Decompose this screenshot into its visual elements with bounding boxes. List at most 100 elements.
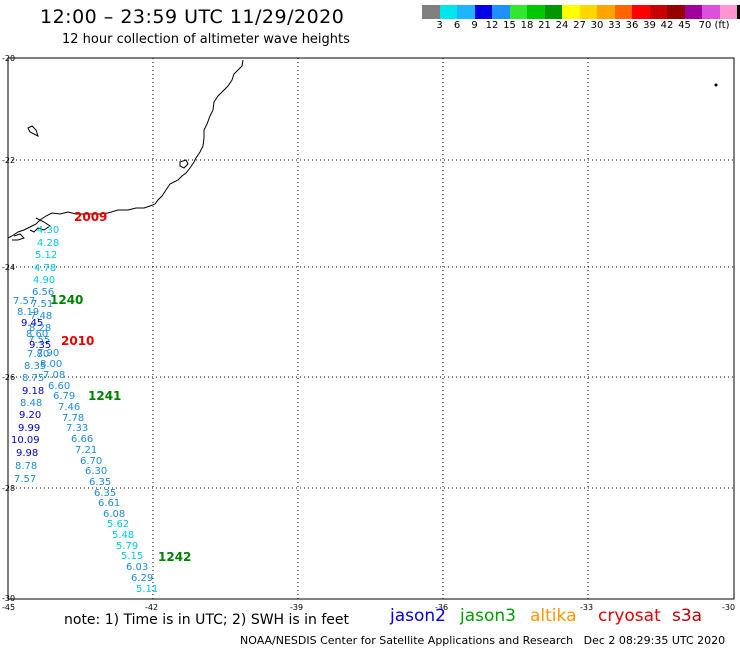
wave-height-label: 7.46 <box>58 402 80 413</box>
legend-swatch <box>422 5 440 19</box>
wave-height-label: 9.35 <box>29 340 51 351</box>
lat-tick-label: -24 <box>2 263 15 272</box>
wave-height-label: 6.79 <box>53 391 75 402</box>
legend-swatch <box>562 5 580 19</box>
wave-height-label: 7.57 <box>14 474 36 485</box>
credit-text: NOAA/NESDIS Center for Satellite Applica… <box>240 634 574 647</box>
wave-height-label: 4.78 <box>34 263 56 274</box>
legend-label: 30 <box>590 20 604 31</box>
legend-swatch <box>474 5 492 19</box>
wave-height-label: 4.28 <box>37 238 59 249</box>
island-outline <box>179 159 189 169</box>
wave-height-label: 7.21 <box>75 445 97 456</box>
wave-height-label: 6.56 <box>32 287 54 298</box>
pass-label: 1242 <box>158 550 191 564</box>
wave-height-label: 9.20 <box>19 410 41 421</box>
pass-label: 2009 <box>74 210 107 224</box>
satellite-jason2: jason2 <box>390 606 446 626</box>
credit-line: NOAA/NESDIS Center for Satellite Applica… <box>240 634 725 647</box>
legend-swatch <box>509 5 527 19</box>
legend-label: 6 <box>453 20 461 31</box>
legend-label: 42 <box>660 20 674 31</box>
wave-height-label: 7.33 <box>66 423 88 434</box>
wave-height-label: 7.78 <box>62 413 84 424</box>
grid <box>8 58 734 599</box>
wave-height-label: 5.79 <box>116 541 138 552</box>
wave-height-label: 6.03 <box>126 562 148 573</box>
satellite-s3a: s3a <box>672 606 703 626</box>
coastline <box>7 59 244 239</box>
legend-swatch <box>439 5 457 19</box>
wave-height-label: 6.29 <box>131 573 153 584</box>
wave-height-label: 7.90 <box>37 348 59 359</box>
wave-height-label: 8.60 <box>26 329 48 340</box>
legend-swatch <box>702 5 720 19</box>
wave-height-label: 5.48 <box>112 530 134 541</box>
wave-height-label: 6.35 <box>94 488 116 499</box>
satellite-altika: altika <box>530 606 577 626</box>
pass-label: 1241 <box>88 389 121 403</box>
wave-height-label: 6.66 <box>71 434 93 445</box>
wave-height-label: 9.45 <box>21 318 43 329</box>
lat-tick-label: -20 <box>2 54 15 63</box>
wave-height-label: 6.35 <box>89 477 111 488</box>
legend-label: 45 <box>678 20 691 31</box>
legend-swatches <box>422 5 740 19</box>
legend-swatch <box>614 5 632 19</box>
legend-labels: 3 6 9 12 15 18 21 24 27 30 33 36 39 42 4… <box>422 19 740 33</box>
legend-label: 12 <box>485 20 499 31</box>
page-subtitle: 12 hour collection of altimeter wave hei… <box>62 32 350 47</box>
wave-height-label: 8.75 <box>22 373 44 384</box>
wave-height-label: 4.30 <box>37 225 59 236</box>
legend-label: 27 <box>573 20 586 31</box>
wave-height-label: 7.57 <box>13 296 35 307</box>
wave-height-label: 5.11 <box>136 584 158 595</box>
wave-height-label: 6.70 <box>80 456 102 467</box>
island-dot <box>714 83 718 87</box>
wave-height-label: 9.98 <box>16 448 38 459</box>
wave-height-label: 8.00 <box>40 359 62 370</box>
legend-swatch <box>492 5 510 19</box>
legend-unit-label: (ft) <box>714 20 730 31</box>
legend-label: 24 <box>555 20 569 31</box>
legend-swatch <box>737 5 740 19</box>
wave-height-label: 9.18 <box>22 386 44 397</box>
legend-swatch <box>544 5 562 19</box>
lon-tick-label: -45 <box>2 603 15 612</box>
lat-tick-label: -28 <box>2 484 15 493</box>
note-text: note: 1) Time is in UTC; 2) SWH is in fe… <box>64 612 350 628</box>
pass-label: 2010 <box>61 334 94 348</box>
wave-height-label: 9.99 <box>18 423 40 434</box>
legend-swatch <box>527 5 545 19</box>
legend-label: 3 <box>436 20 443 31</box>
wave-height-label: 8.28 <box>29 323 51 334</box>
legend-swatch <box>597 5 615 19</box>
plot-frame <box>7 57 735 600</box>
wave-height-label: 8.35 <box>24 361 46 372</box>
legend-swatch <box>632 5 650 19</box>
legend-label: 9 <box>471 20 478 31</box>
wave-height-label: 7.80 <box>27 349 49 360</box>
wave-height-label: 4.90 <box>33 275 55 286</box>
island-outline <box>27 125 39 137</box>
legend-label: 36 <box>625 20 639 31</box>
legend-swatch <box>719 5 737 19</box>
timestamp: Dec 2 08:29:35 UTC 2020 <box>583 634 726 647</box>
lon-tick-label: -33 <box>580 603 593 612</box>
bay-outline <box>12 233 25 241</box>
wave-height-label: 8.48 <box>20 398 42 409</box>
wave-height-color-legend: 3 6 9 12 15 18 21 24 27 30 33 36 39 42 4… <box>422 5 740 33</box>
legend-swatch <box>457 5 475 19</box>
wave-height-label: 6.60 <box>48 381 70 392</box>
pass-label: 1240 <box>50 293 83 307</box>
lon-tick-label: -36 <box>435 603 448 612</box>
wave-height-label: 5.12 <box>35 250 57 261</box>
wave-height-label: 6.30 <box>85 466 107 477</box>
satellite-jason3: jason3 <box>460 606 516 626</box>
lat-tick-label: -22 <box>2 156 15 165</box>
legend-label: 21 <box>538 20 551 31</box>
lat-tick-label: -26 <box>2 373 15 382</box>
wave-height-label: 6.61 <box>98 498 120 509</box>
wave-height-label: 8.19 <box>17 307 39 318</box>
